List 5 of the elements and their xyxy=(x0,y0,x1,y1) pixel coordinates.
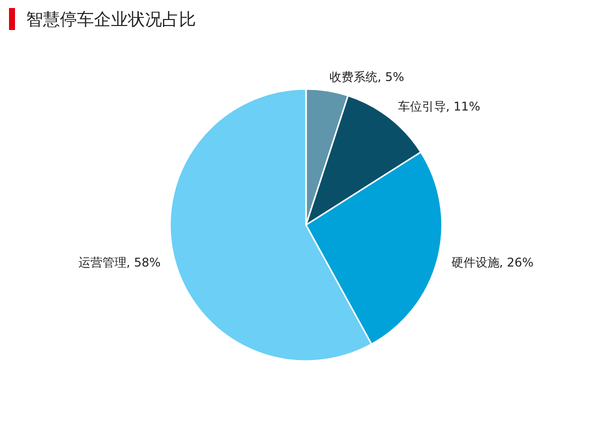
chart-title: 智慧停车企业状况占比 xyxy=(26,10,196,30)
slice-label: 收费系统, 5% xyxy=(329,70,404,84)
slice-label: 硬件设施, 26% xyxy=(451,256,534,270)
slice-label: 运营管理, 58% xyxy=(78,256,161,270)
slice-label: 车位引导, 11% xyxy=(398,100,480,114)
